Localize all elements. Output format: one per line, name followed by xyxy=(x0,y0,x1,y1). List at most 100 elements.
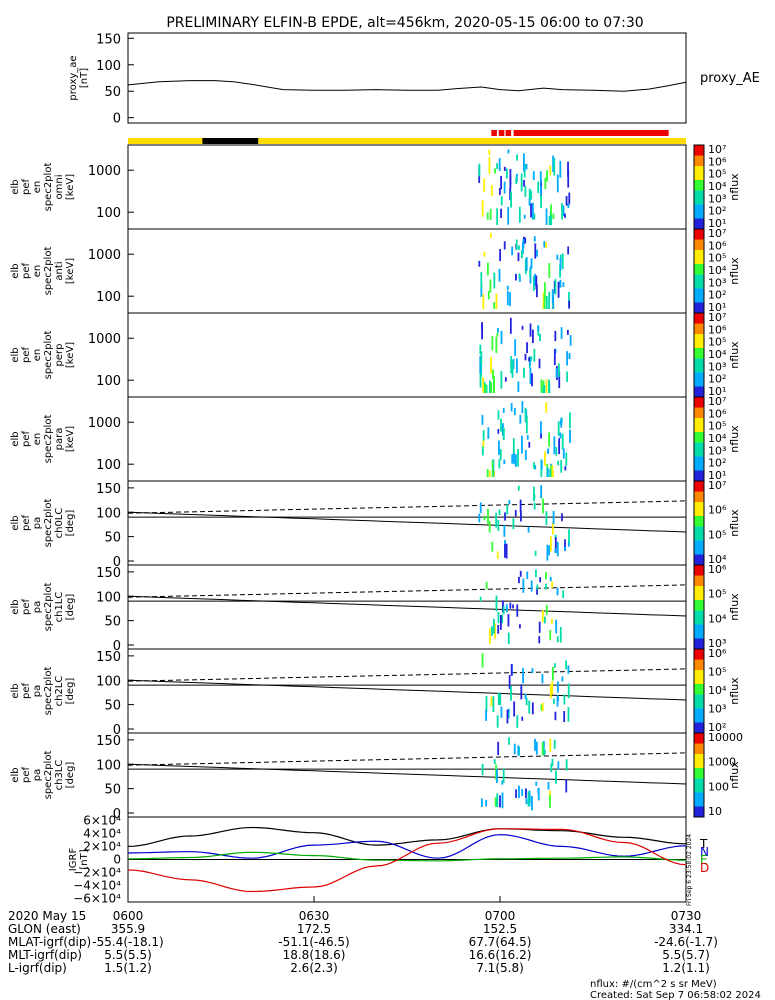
perp-heat-cell-30 xyxy=(500,371,503,389)
omni-heat-cell-42 xyxy=(523,179,525,187)
para-heat-cell-63 xyxy=(560,460,563,473)
perp-heat-cell-31 xyxy=(531,373,533,387)
perp-heat-cell-16 xyxy=(529,323,532,337)
perp-heat-cell-63 xyxy=(481,324,483,330)
ch0LC-heat-cell-36 xyxy=(496,551,499,559)
ch2LC-heat-cell-21 xyxy=(541,702,544,712)
omni-heat-cell-57 xyxy=(522,153,525,172)
ch1LC-colorbar-step-18 xyxy=(694,628,704,632)
ch1LC-colorbar-step-1 xyxy=(694,568,704,573)
para-colorbar-step-11 xyxy=(694,435,704,440)
ch2LC-heat-cell-11 xyxy=(510,663,513,676)
ch3LC-heat-cell-13 xyxy=(481,763,484,776)
omni-heat-cell-14 xyxy=(509,188,512,201)
ch0LC-heat-cell-22 xyxy=(519,499,522,513)
para-ytick-0: 100 xyxy=(96,458,121,473)
ch2LC-colorbar-tick-4: 10² xyxy=(708,721,726,734)
ephem-time-2: 0700 xyxy=(485,909,516,923)
omni-colorbar-step-4 xyxy=(694,159,704,163)
ch3LC-heat-cell-43 xyxy=(557,761,560,770)
ephem-glon-3: 334.1 xyxy=(669,922,703,936)
anti-heat-cell-17 xyxy=(545,241,548,248)
anti-heat-cell-62 xyxy=(543,282,546,301)
perp-heat-cell-19 xyxy=(554,330,557,342)
ch3LC-colorbar-step-12 xyxy=(694,775,704,779)
perp-colorbar-step-8 xyxy=(694,341,704,345)
ch3LC-ytick-3: 150 xyxy=(96,734,121,749)
anti-heat-cell-19 xyxy=(567,246,570,255)
ch0LC-colorbar-step-15 xyxy=(694,533,704,538)
omni-heat-cell-25 xyxy=(478,163,481,177)
para-heat-cell-56 xyxy=(524,407,527,423)
ch0LC-colorbar-step-23 xyxy=(694,561,704,566)
anti-heat-cell-22 xyxy=(486,262,489,276)
ch2LC-heat-cell-15 xyxy=(563,694,566,705)
ch1LC-heat-cell-10 xyxy=(539,577,542,583)
ch1LC-colorbar-step-4 xyxy=(694,579,704,583)
ch0LC-colorbar-step-9 xyxy=(694,512,704,517)
ae-ytick-3: 150 xyxy=(96,32,121,47)
perp-colorbar-tick-2: 10⁵ xyxy=(708,336,726,349)
ch3LC-heat-cell-40 xyxy=(544,750,546,755)
ch2LC-frame xyxy=(127,648,687,734)
perp-colorbar-tick-5: 10² xyxy=(708,373,726,386)
para-heat-cell-11 xyxy=(515,454,517,467)
ch0LC-heat-cell-6 xyxy=(512,518,515,530)
anti-colorbar-step-23 xyxy=(694,309,704,314)
ch2LC-colorbar-step-9 xyxy=(694,680,704,685)
ch0LC-colorbar-tick-2: 10⁵ xyxy=(708,528,726,541)
ch0LC-colorbar-step-18 xyxy=(694,544,704,548)
ch3LC-heat-cell-16 xyxy=(521,789,524,797)
para-colorbar-step-17 xyxy=(694,456,704,461)
ch0LC-colorbar-step-13 xyxy=(694,526,704,531)
anti-heat-cell-50 xyxy=(522,239,525,249)
para-heat-cell-48 xyxy=(499,449,502,461)
anti-heat-cell-30 xyxy=(482,294,485,309)
anti-heat-cell-39 xyxy=(552,293,555,309)
perp-heat-cell-50 xyxy=(568,353,571,360)
omni-heat-cell-27 xyxy=(500,208,502,218)
perp-heat-cell-57 xyxy=(528,357,531,362)
para-heat-cell-45 xyxy=(569,412,571,429)
omni-heat-cell-39 xyxy=(507,206,510,225)
omni-heat-cell-56 xyxy=(494,168,496,174)
ephem-mlt-1: 18.8(18.6) xyxy=(283,948,346,962)
para-heat-cell-27 xyxy=(521,435,523,454)
ch0LC-heat-cell-0 xyxy=(542,498,544,514)
ch3LC-frame xyxy=(127,732,687,818)
ch3LC-heat-cell-37 xyxy=(549,738,552,753)
perp-ylabel-4: perp xyxy=(54,344,65,367)
ch0LC-colorbar-step-10 xyxy=(694,516,704,520)
omni-heat-cell-49 xyxy=(545,208,548,225)
omni-heat-cell-67 xyxy=(567,161,569,177)
ch2LC-colorbar-step-22 xyxy=(694,726,704,730)
omni-heat-cell-58 xyxy=(507,149,510,154)
ch0LC-heat-cell-21 xyxy=(478,513,481,523)
omni-heat-cell-31 xyxy=(499,187,501,195)
anti-heat-cell-58 xyxy=(529,269,531,278)
omni-colorbar-tick-4: 10³ xyxy=(708,192,726,205)
ch3LC-colorbar-step-18 xyxy=(694,796,704,800)
para-heat-cell-25 xyxy=(547,448,550,454)
anti-heat-cell-25 xyxy=(534,243,537,259)
omni-heat-cell-50 xyxy=(488,149,491,155)
ch0LC-colorbar-step-22 xyxy=(694,558,704,562)
para-heat-cell-67 xyxy=(540,421,542,434)
anti-colorbar-step-13 xyxy=(694,274,704,279)
para-colorbar-step-16 xyxy=(694,453,704,457)
perp-heat-cell-34 xyxy=(530,356,533,361)
para-heat-cell-3 xyxy=(519,414,522,424)
ch1LC-heat-cell-38 xyxy=(562,590,565,599)
anti-heat-cell-26 xyxy=(545,295,548,309)
status-segment-1 xyxy=(202,138,259,144)
ch3LC-heat-cell-14 xyxy=(525,788,527,799)
ch1LC-heat-cell-12 xyxy=(518,576,520,584)
anti-heat-cell-56 xyxy=(568,300,571,309)
para-colorbar-step-4 xyxy=(694,411,704,415)
perp-heat-cell-62 xyxy=(514,339,517,356)
omni-colorbar-step-12 xyxy=(694,187,704,191)
ch2LC-colorbar-step-11 xyxy=(694,687,704,692)
omni-heat-cell-43 xyxy=(539,185,542,197)
ch1LC-heat-cell-14 xyxy=(545,583,547,590)
para-heat-cell-32 xyxy=(512,438,515,456)
